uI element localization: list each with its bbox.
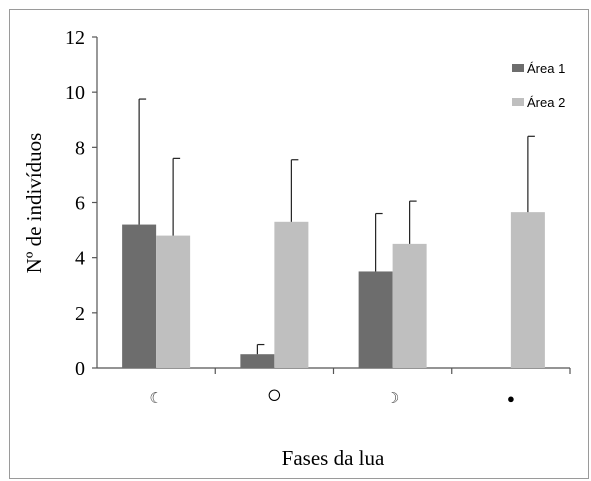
error-bars — [138, 98, 535, 355]
y-tick-labels: 0 2 4 6 8 10 12 — [65, 27, 85, 380]
x-tick-label: ☽ — [386, 391, 399, 407]
bars — [122, 212, 545, 368]
y-tick-label: 8 — [75, 137, 85, 159]
y-tick-label: 0 — [75, 358, 85, 380]
bar-series-1-cat-3 — [358, 271, 393, 368]
y-axis-title: Nº de indivíduos — [22, 133, 46, 274]
x-tick-labels: ☾ ○ ☽ ● — [149, 380, 514, 409]
y-tick-label: 2 — [75, 303, 85, 325]
bar-series-1-cat-1 — [122, 224, 157, 368]
y-tick-label: 12 — [65, 27, 85, 49]
bar-series-2-cat-4 — [510, 212, 545, 368]
legend-label-area-1: Área 1 — [527, 61, 565, 76]
bar-series-2-cat-1 — [156, 235, 191, 368]
bar-series-1-cat-2 — [240, 354, 275, 368]
legend-label-area-2: Área 2 — [527, 95, 565, 110]
y-tick-label: 6 — [75, 193, 85, 215]
legend-swatch-area-2 — [512, 98, 524, 106]
y-tick-label: 10 — [65, 82, 85, 104]
y-tick-label: 4 — [75, 248, 85, 270]
legend: Área 1 Área 2 — [512, 61, 565, 110]
bar-series-2-cat-2 — [274, 221, 309, 368]
x-axis-title: Fases da lua — [282, 446, 385, 470]
legend-swatch-area-1 — [512, 64, 524, 72]
bar-series-2-cat-3 — [392, 243, 427, 368]
x-tick-label: ● — [507, 391, 515, 406]
x-tick-label: ☾ — [149, 391, 162, 407]
x-tick-label: ○ — [267, 380, 283, 409]
